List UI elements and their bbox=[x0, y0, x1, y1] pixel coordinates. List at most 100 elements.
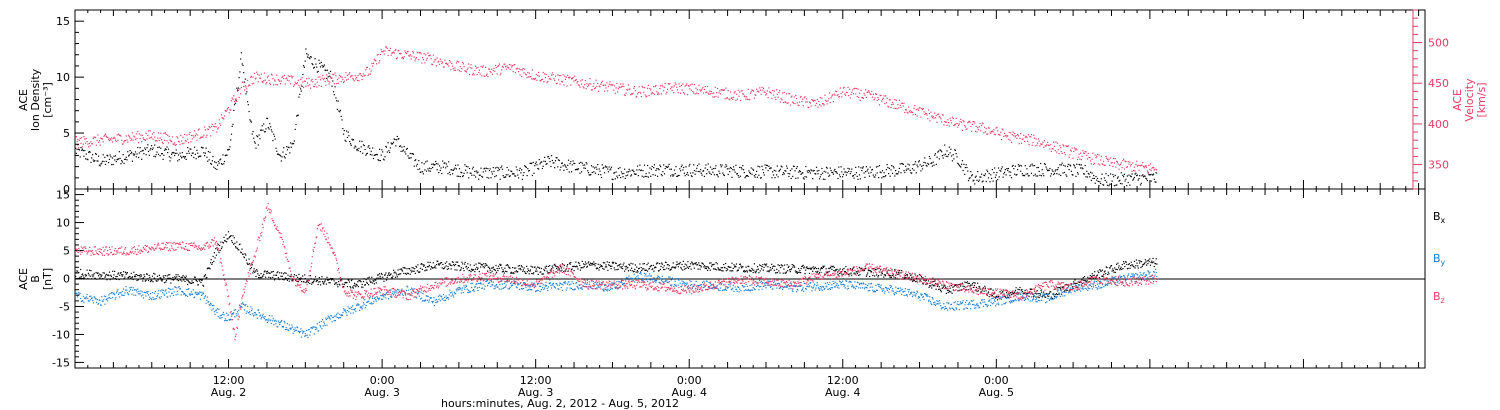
velocity-point bbox=[625, 92, 627, 94]
density-point bbox=[316, 71, 318, 73]
density-point bbox=[658, 169, 660, 171]
density-point bbox=[349, 140, 351, 143]
bx-point bbox=[748, 269, 750, 271]
density-point bbox=[852, 175, 854, 177]
density-point bbox=[311, 63, 313, 65]
bx-point bbox=[269, 272, 271, 274]
bx-point bbox=[371, 276, 373, 278]
velocity-point bbox=[290, 83, 292, 85]
bx-point bbox=[134, 274, 136, 276]
density-point bbox=[339, 109, 342, 111]
bx-point bbox=[579, 264, 581, 266]
bx-point bbox=[518, 268, 520, 270]
velocity-point bbox=[468, 63, 470, 65]
bx-point bbox=[179, 279, 182, 281]
bx-point bbox=[302, 275, 304, 277]
bx-point bbox=[670, 269, 672, 271]
bx-point bbox=[456, 269, 458, 271]
velocity-point bbox=[350, 75, 352, 77]
bx-point bbox=[856, 271, 858, 273]
velocity-point bbox=[315, 78, 317, 80]
bx-point bbox=[180, 276, 182, 278]
bx-point bbox=[995, 297, 997, 299]
bx-point bbox=[1002, 291, 1004, 293]
density-point bbox=[525, 166, 527, 168]
density-point bbox=[1124, 180, 1126, 182]
bx-point bbox=[803, 266, 805, 268]
density-point bbox=[1101, 173, 1103, 175]
bx-point bbox=[839, 268, 841, 270]
bx-point bbox=[636, 270, 638, 272]
velocity-point bbox=[994, 133, 996, 135]
bx-point bbox=[260, 273, 262, 275]
velocity-point bbox=[739, 99, 742, 102]
velocity-point bbox=[1156, 169, 1158, 171]
density-point bbox=[550, 165, 552, 168]
density-point bbox=[151, 148, 153, 151]
bx-point bbox=[1048, 295, 1050, 297]
density-point bbox=[726, 168, 728, 170]
bx-point bbox=[1118, 265, 1120, 267]
velocity-point bbox=[781, 99, 783, 101]
density-point bbox=[1007, 169, 1009, 171]
velocity-point bbox=[938, 113, 940, 115]
bx-point bbox=[109, 279, 111, 281]
bx-point bbox=[286, 279, 288, 281]
density-point bbox=[1125, 178, 1127, 180]
bx-point bbox=[746, 270, 748, 272]
bx-point bbox=[858, 274, 860, 276]
velocity-point bbox=[831, 95, 833, 97]
velocity-point bbox=[734, 91, 736, 93]
bx-point bbox=[195, 279, 198, 281]
bx-point bbox=[661, 263, 663, 265]
bx-point bbox=[377, 274, 379, 276]
bx-point bbox=[754, 271, 756, 273]
velocity-point bbox=[629, 88, 631, 90]
velocity-point bbox=[296, 81, 299, 84]
bx-point bbox=[160, 279, 162, 281]
velocity-point bbox=[336, 83, 338, 85]
bx-point bbox=[698, 262, 700, 264]
bx-point bbox=[697, 268, 699, 270]
density-point bbox=[878, 177, 880, 179]
bx-point bbox=[577, 268, 579, 270]
density-point bbox=[230, 133, 233, 135]
density-point bbox=[354, 145, 356, 147]
bx-point bbox=[814, 267, 816, 270]
density-point bbox=[927, 162, 929, 164]
density-point bbox=[616, 175, 618, 177]
bx-point bbox=[1117, 267, 1120, 269]
density-point bbox=[810, 169, 812, 171]
density-point bbox=[366, 153, 368, 155]
velocity-point bbox=[806, 101, 808, 103]
density-point bbox=[409, 152, 411, 155]
density-point bbox=[1028, 175, 1030, 177]
bx-point bbox=[317, 283, 319, 286]
density-point bbox=[395, 139, 398, 141]
bx-point bbox=[680, 268, 683, 270]
bx-point bbox=[677, 263, 679, 265]
velocity-point bbox=[425, 54, 427, 56]
velocity-point bbox=[574, 75, 576, 77]
density-point bbox=[534, 165, 536, 167]
bx-point bbox=[1040, 289, 1042, 291]
density-point bbox=[429, 170, 431, 172]
velocity-point bbox=[764, 91, 766, 93]
density-point bbox=[421, 162, 423, 164]
bx-point bbox=[448, 268, 450, 270]
velocity-point bbox=[491, 68, 493, 70]
bx-point bbox=[1049, 291, 1051, 293]
bx-point bbox=[531, 272, 533, 275]
density-point bbox=[556, 157, 558, 159]
velocity-point bbox=[495, 64, 497, 67]
velocity-point bbox=[852, 89, 854, 91]
density-point bbox=[865, 166, 867, 168]
velocity-point bbox=[308, 77, 310, 79]
bx-point bbox=[219, 249, 221, 251]
bx-point bbox=[877, 276, 879, 278]
density-point bbox=[946, 150, 948, 152]
velocity-point bbox=[550, 78, 552, 81]
density-point bbox=[408, 157, 410, 159]
density-point bbox=[1000, 168, 1003, 170]
density-point bbox=[205, 147, 207, 149]
